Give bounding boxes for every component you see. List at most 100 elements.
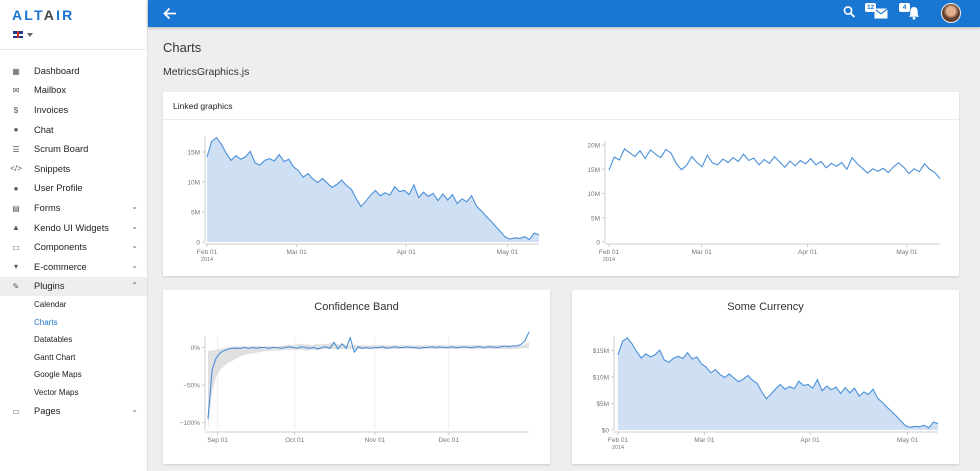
data-point bbox=[418, 197, 419, 198]
data-point bbox=[378, 347, 379, 348]
data-point bbox=[877, 171, 878, 172]
sidebar-item-e-commerce[interactable]: ▾ E-commerce ⌄ bbox=[0, 257, 147, 277]
data-point bbox=[784, 389, 785, 390]
data-point bbox=[678, 356, 679, 357]
data-point bbox=[715, 369, 716, 370]
sidebar-subitem-google-maps[interactable]: Google Maps bbox=[34, 370, 82, 380]
data-point bbox=[682, 358, 683, 359]
logo[interactable]: ALTAIR bbox=[12, 7, 75, 23]
sidebar-subitem-charts[interactable]: Charts bbox=[34, 317, 58, 327]
sidebar-item-user-profile[interactable]: ● User Profile bbox=[0, 179, 147, 199]
data-point bbox=[712, 162, 713, 163]
data-point bbox=[691, 156, 692, 157]
data-point bbox=[480, 346, 481, 347]
data-point bbox=[812, 388, 813, 389]
x-tick-label: Feb 01 bbox=[197, 249, 218, 256]
sidebar-item-forms[interactable]: ▤ Forms ⌄ bbox=[0, 198, 147, 218]
data-point bbox=[810, 158, 811, 159]
currency-area-chart[interactable]: $0 $5M $10M $15M Feb 01 Mar 01 Apr 01 May 01 201… bbox=[572, 320, 959, 464]
sidebar-subitem-datatables[interactable]: Datatables bbox=[34, 335, 73, 345]
data-point bbox=[854, 388, 855, 389]
data-point bbox=[863, 391, 864, 392]
data-point bbox=[914, 426, 915, 427]
sidebar-item-invoices[interactable]: $ Invoices bbox=[0, 100, 147, 120]
x-tick-label: Mar 01 bbox=[692, 249, 713, 256]
data-point bbox=[216, 137, 217, 138]
sidebar-subitem-vector-maps[interactable]: Vector Maps bbox=[34, 387, 79, 397]
data-point bbox=[939, 178, 940, 179]
back-arrow-icon[interactable] bbox=[162, 6, 178, 21]
data-point bbox=[840, 393, 841, 394]
data-point bbox=[245, 156, 246, 157]
sidebar-subitem-calendar[interactable]: Calendar bbox=[34, 300, 67, 310]
notification-bell-icon[interactable] bbox=[908, 6, 920, 20]
data-point bbox=[928, 427, 929, 428]
data-point bbox=[317, 182, 318, 183]
sidebar-item-components[interactable]: ▭ Components ⌄ bbox=[0, 237, 147, 257]
data-point bbox=[274, 160, 275, 161]
data-point bbox=[356, 198, 357, 199]
sidebar-item-label: Snippets bbox=[34, 163, 71, 174]
data-point bbox=[717, 164, 718, 165]
linked-line-chart[interactable]: 0 5M 10M 15M 20M Feb 01 Mar 01 Apr 01 May 01 2014 bbox=[563, 120, 953, 276]
sidebar-item-label: E-commerce bbox=[34, 261, 87, 272]
y-tick-label: 5M bbox=[591, 215, 600, 222]
user-icon: ● bbox=[13, 184, 19, 194]
sidebar-item-snippets[interactable]: </> Snippets bbox=[0, 159, 147, 179]
x-tick-label: Oct 01 bbox=[285, 437, 305, 444]
sidebar-item-plugins[interactable]: ✎ Plugins ⌃ bbox=[0, 276, 147, 297]
data-point bbox=[358, 346, 359, 347]
language-switcher[interactable] bbox=[13, 31, 33, 38]
data-point bbox=[729, 373, 730, 374]
data-point bbox=[256, 348, 257, 349]
data-point bbox=[822, 390, 823, 391]
data-point bbox=[366, 347, 367, 348]
data-point bbox=[500, 346, 501, 347]
y-tick-label: −50% bbox=[183, 383, 200, 390]
data-point bbox=[216, 357, 217, 358]
x-tick-label: Dec 01 bbox=[438, 437, 459, 444]
x-subtick-label: 2014 bbox=[612, 445, 624, 451]
sidebar-item-mailbox[interactable]: ✉ Mailbox bbox=[0, 81, 147, 101]
data-point bbox=[463, 346, 464, 347]
mail-icon[interactable] bbox=[874, 8, 888, 19]
search-icon[interactable] bbox=[843, 5, 856, 19]
caret-down-icon bbox=[27, 32, 33, 37]
sidebar-item-pages[interactable]: ▭ Pages ⌄ bbox=[0, 401, 147, 421]
data-point bbox=[775, 388, 776, 389]
data-point bbox=[374, 347, 375, 348]
data-point bbox=[264, 347, 265, 348]
data-point bbox=[341, 180, 342, 181]
data-point bbox=[627, 337, 628, 338]
sidebar-item-kendo-ui-widgets[interactable]: ▲ Kendo UI Widgets ⌄ bbox=[0, 218, 147, 238]
data-point bbox=[268, 348, 269, 349]
data-point bbox=[650, 356, 651, 357]
data-point bbox=[423, 347, 424, 348]
data-point bbox=[476, 205, 477, 206]
user-avatar[interactable] bbox=[941, 3, 961, 23]
data-point bbox=[224, 350, 225, 351]
sidebar-item-chat[interactable]: ● Chat bbox=[0, 120, 147, 140]
data-point bbox=[857, 163, 858, 164]
sidebar-subitem-gantt-chart[interactable]: Gantt Chart bbox=[34, 352, 76, 362]
data-point bbox=[743, 154, 744, 155]
sidebar-item-dashboard[interactable]: ▦ Dashboard bbox=[0, 61, 147, 81]
y-tick-label: $0 bbox=[602, 428, 610, 435]
data-point bbox=[277, 347, 278, 348]
data-point bbox=[288, 159, 289, 160]
confidence-band-chart[interactable]: 0% −50% −100% Sep 01 Oct 01 Nov 01 Dec 01 bbox=[163, 320, 550, 464]
data-point bbox=[905, 425, 906, 426]
currency-card: Some Currency $0 $5M $10M $15M Feb 01 Mar 01 A… bbox=[572, 290, 959, 464]
data-point bbox=[877, 398, 878, 399]
data-point bbox=[307, 173, 308, 174]
sidebar-item-scrum-board[interactable]: ☰ Scrum Board bbox=[0, 139, 147, 159]
data-point bbox=[664, 360, 665, 361]
data-point bbox=[252, 347, 253, 348]
data-point bbox=[891, 411, 892, 412]
card-heading: Linked graphics bbox=[173, 101, 233, 111]
data-point bbox=[228, 348, 229, 349]
data-point bbox=[655, 354, 656, 355]
linked-area-chart[interactable]: 0 5M 10M 15M Feb 01 Mar 01 Apr 01 May 01 2014 bbox=[163, 120, 553, 276]
x-tick-label: Sep 01 bbox=[207, 437, 228, 444]
data-point bbox=[435, 347, 436, 348]
